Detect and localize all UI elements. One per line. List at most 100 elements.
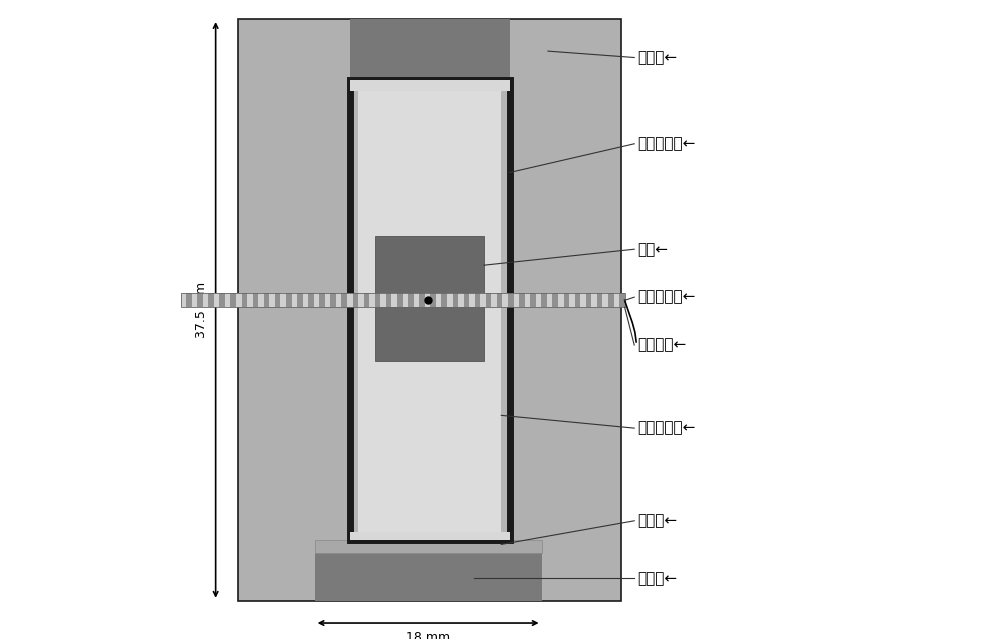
Bar bbox=[214, 293, 219, 307]
Text: 37.5 mm: 37.5 mm bbox=[195, 282, 208, 338]
Bar bbox=[602, 293, 608, 307]
Bar bbox=[203, 293, 208, 307]
Bar bbox=[458, 293, 464, 307]
Bar bbox=[519, 293, 525, 307]
Bar bbox=[403, 293, 408, 307]
Bar bbox=[491, 293, 497, 307]
Bar bbox=[486, 293, 491, 307]
Bar bbox=[330, 293, 336, 307]
Bar bbox=[441, 293, 447, 307]
Bar bbox=[319, 293, 325, 307]
Bar bbox=[292, 293, 297, 307]
Bar bbox=[358, 91, 501, 532]
Bar bbox=[225, 293, 230, 307]
Bar bbox=[286, 293, 292, 307]
Bar bbox=[264, 293, 269, 307]
Bar bbox=[314, 293, 319, 307]
Bar bbox=[350, 80, 510, 540]
Bar bbox=[230, 293, 236, 307]
Bar bbox=[180, 293, 625, 307]
Bar bbox=[514, 293, 519, 307]
Bar bbox=[192, 293, 197, 307]
Bar bbox=[453, 293, 458, 307]
Bar bbox=[364, 293, 369, 307]
Bar bbox=[303, 293, 308, 307]
Bar bbox=[315, 540, 542, 553]
Bar bbox=[608, 293, 614, 307]
Bar bbox=[414, 293, 419, 307]
Bar bbox=[480, 293, 486, 307]
Bar bbox=[280, 293, 286, 307]
Bar bbox=[386, 293, 391, 307]
Text: 六方氮化硜←: 六方氮化硜← bbox=[637, 420, 696, 436]
Bar bbox=[236, 293, 242, 307]
Bar bbox=[419, 293, 425, 307]
Bar bbox=[258, 293, 264, 307]
Bar bbox=[464, 293, 469, 307]
Text: 测温热电偶←: 测温热电偶← bbox=[637, 289, 696, 305]
Bar bbox=[347, 293, 353, 307]
Bar bbox=[375, 236, 484, 297]
Text: 18 mm: 18 mm bbox=[406, 631, 450, 639]
Bar bbox=[380, 293, 386, 307]
Bar bbox=[350, 80, 510, 91]
Bar bbox=[238, 19, 621, 601]
Bar bbox=[530, 293, 536, 307]
Bar bbox=[580, 293, 586, 307]
Bar bbox=[536, 293, 541, 307]
Bar bbox=[369, 293, 375, 307]
Bar bbox=[219, 293, 225, 307]
Text: 钙堵头←: 钙堵头← bbox=[637, 571, 678, 586]
Text: 石墨加热器←: 石墨加热器← bbox=[637, 136, 696, 151]
Bar bbox=[575, 293, 580, 307]
Bar bbox=[425, 293, 430, 307]
Bar bbox=[508, 293, 514, 307]
Bar bbox=[308, 293, 314, 307]
Bar bbox=[325, 293, 330, 307]
Bar bbox=[375, 293, 380, 307]
Bar bbox=[436, 293, 441, 307]
Bar bbox=[336, 293, 341, 307]
Text: 样品←: 样品← bbox=[637, 242, 668, 257]
Bar bbox=[497, 293, 502, 307]
Bar bbox=[469, 293, 475, 307]
Bar bbox=[430, 293, 436, 307]
Bar bbox=[591, 293, 597, 307]
Text: 叶腊石←: 叶腊石← bbox=[637, 50, 678, 65]
Bar bbox=[350, 19, 510, 86]
Bar bbox=[586, 293, 591, 307]
Bar bbox=[552, 293, 558, 307]
Bar bbox=[341, 293, 347, 307]
Bar bbox=[541, 293, 547, 307]
Bar bbox=[180, 293, 186, 307]
Bar bbox=[297, 293, 303, 307]
Bar bbox=[569, 293, 575, 307]
Bar bbox=[447, 293, 453, 307]
Bar bbox=[597, 293, 602, 307]
Bar bbox=[558, 293, 564, 307]
Bar bbox=[269, 293, 275, 307]
Bar bbox=[208, 293, 214, 307]
Bar bbox=[197, 293, 203, 307]
Bar bbox=[353, 293, 358, 307]
Bar bbox=[358, 293, 364, 307]
Bar bbox=[525, 293, 530, 307]
Bar bbox=[350, 532, 510, 540]
Bar bbox=[375, 304, 484, 361]
Bar bbox=[502, 293, 508, 307]
Bar bbox=[547, 293, 552, 307]
Bar bbox=[315, 553, 542, 601]
Bar bbox=[564, 293, 569, 307]
Bar bbox=[253, 293, 258, 307]
Bar bbox=[186, 293, 192, 307]
Bar bbox=[275, 293, 280, 307]
Bar bbox=[408, 293, 414, 307]
Text: 氧化铝管←: 氧化铝管← bbox=[637, 337, 687, 353]
Bar bbox=[247, 293, 253, 307]
Text: 馒圆片←: 馒圆片← bbox=[637, 513, 678, 528]
Bar bbox=[391, 293, 397, 307]
Bar bbox=[614, 293, 619, 307]
Bar bbox=[619, 293, 625, 307]
Bar bbox=[475, 293, 480, 307]
Bar bbox=[242, 293, 247, 307]
